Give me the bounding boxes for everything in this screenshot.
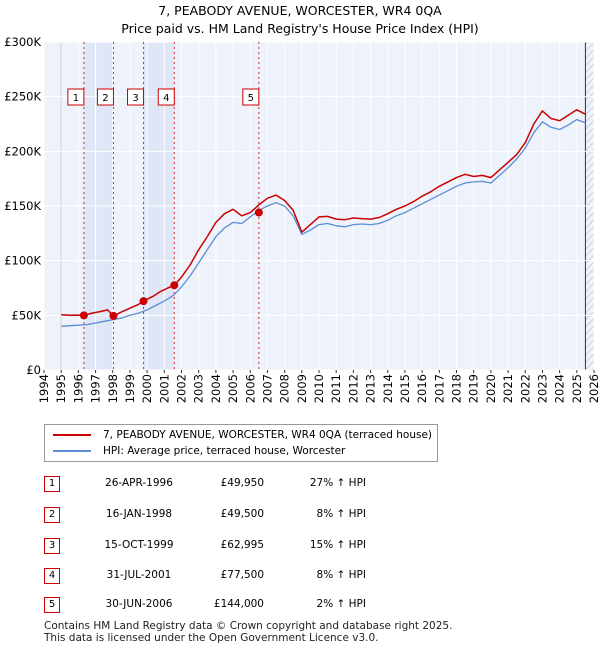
footer-copyright: Contains HM Land Registry data © Crown c… — [44, 620, 453, 632]
y-tick-label: £150K — [4, 199, 41, 213]
sale-row: 3 15-OCT-1999 £62,995 15% ↑ HPI — [44, 538, 464, 558]
x-tick-label: 2026 — [587, 374, 600, 403]
x-tick-label: 2006 — [243, 374, 257, 403]
x-tick-label: 2010 — [312, 374, 326, 403]
x-tick-label: 2022 — [518, 374, 532, 403]
y-tick-label: £100K — [4, 254, 41, 268]
x-tick-label: 2017 — [432, 374, 446, 403]
x-tick-label: 1999 — [123, 374, 137, 403]
sale-number-badge: 3 — [44, 538, 60, 554]
sale-row: 2 16-JAN-1998 £49,500 8% ↑ HPI — [44, 507, 464, 527]
x-tick-label: 1994 — [37, 374, 51, 403]
footer: Contains HM Land Registry data © Crown c… — [44, 620, 452, 644]
sale-label-box — [96, 88, 114, 106]
chart-title: 7, PEABODY AVENUE, WORCESTER, WR4 0QA Pr… — [0, 2, 600, 38]
x-tick-label: 2003 — [192, 374, 206, 403]
y-tick-label: £200K — [4, 144, 41, 158]
x-tick-label: 2021 — [501, 374, 515, 403]
sale-point — [109, 311, 118, 320]
sale-hpi-change: 2% ↑ HPI — [316, 598, 366, 610]
footer-licence: This data is licensed under the Open Gov… — [44, 632, 379, 644]
sale-price: £62,995 — [220, 539, 264, 551]
sale-date: 16-JAN-1998 — [105, 508, 173, 520]
x-tick-label: 2008 — [278, 374, 292, 403]
sale-label-box — [242, 88, 260, 106]
sale-label-number: 3 — [132, 93, 138, 104]
sale-price: £144,000 — [213, 598, 264, 610]
x-tick-label: 2023 — [535, 374, 549, 403]
y-tick-label: £50K — [12, 308, 42, 322]
sale-row: 1 26-APR-1996 £49,950 27% ↑ HPI — [44, 476, 464, 496]
sale-point — [79, 311, 88, 320]
legend-label-hpi: HPI: Average price, terraced house, Worc… — [103, 445, 346, 457]
x-tick-label: 2007 — [260, 374, 274, 403]
y-tick-label: £0 — [26, 363, 41, 377]
sale-hpi-change: 15% ↑ HPI — [309, 539, 366, 551]
x-tick-label: 2019 — [467, 374, 481, 403]
x-tick-label: 2004 — [209, 374, 223, 403]
x-tick-label: 2018 — [450, 374, 464, 403]
sale-price: £77,500 — [220, 569, 264, 581]
chart-subtitle: Price paid vs. HM Land Registry's House … — [121, 21, 479, 36]
sale-date: 15-OCT-1999 — [104, 539, 174, 551]
x-tick-label: 2011 — [329, 374, 343, 403]
price-chart: 1 2 3 4 5 £0 £50K £100K £150K £200K £250K £300K 1994… — [4, 35, 600, 403]
legend-label-property: 7, PEABODY AVENUE, WORCESTER, WR4 0QA (t… — [103, 429, 433, 441]
x-tick-label: 2012 — [346, 374, 360, 403]
sale-number-badge: 5 — [44, 597, 60, 613]
x-tick-label: 2020 — [484, 374, 498, 403]
y-tick-label: £300K — [4, 35, 41, 49]
sale-point — [254, 208, 263, 217]
legend-item-hpi: HPI: Average price, terraced house, Worc… — [53, 443, 345, 459]
sale-label-number: 1 — [73, 93, 79, 104]
sale-price: £49,500 — [220, 508, 264, 520]
sale-row: 5 30-JUN-2006 £144,000 2% ↑ HPI — [44, 597, 464, 617]
sale-date: 26-APR-1996 — [105, 477, 173, 489]
sale-label-number: 4 — [163, 93, 169, 104]
sale-hpi-change: 8% ↑ HPI — [316, 569, 366, 581]
sale-price: £49,950 — [220, 477, 264, 489]
sale-label-number: 2 — [102, 93, 108, 104]
sale-number-badge: 4 — [44, 568, 60, 584]
x-tick-label: 2013 — [364, 374, 378, 403]
sale-date: 31-JUL-2001 — [106, 569, 172, 581]
sale-label-box — [157, 88, 175, 106]
x-tick-label: 2005 — [226, 374, 240, 403]
chart-title-main: 7, PEABODY AVENUE, WORCESTER, WR4 0QA — [158, 3, 442, 18]
x-tick-label: 2009 — [295, 374, 309, 403]
x-tick-label: 2024 — [553, 374, 567, 403]
x-tick-label: 2002 — [175, 374, 189, 403]
sale-label-box — [127, 88, 145, 106]
hpi-line — [61, 118, 586, 327]
x-tick-label: 2025 — [570, 374, 584, 403]
sale-point — [170, 281, 179, 290]
x-tick-label: 2015 — [398, 374, 412, 403]
y-tick-label: £250K — [4, 90, 41, 104]
x-tick-label: 2000 — [140, 374, 154, 403]
sale-label-box — [67, 88, 85, 106]
legend-item-property: 7, PEABODY AVENUE, WORCESTER, WR4 0QA (t… — [53, 427, 432, 443]
x-tick-label: 2016 — [415, 374, 429, 403]
sale-date: 30-JUN-2006 — [105, 598, 173, 610]
sale-hpi-change: 8% ↑ HPI — [316, 508, 366, 520]
sale-row: 4 31-JUL-2001 £77,500 8% ↑ HPI — [44, 568, 464, 588]
legend: 7, PEABODY AVENUE, WORCESTER, WR4 0QA (t… — [44, 424, 438, 462]
sale-number-badge: 2 — [44, 507, 60, 523]
legend-swatch-property — [53, 434, 91, 436]
x-tick-label: 1998 — [106, 374, 120, 403]
sale-point — [139, 297, 148, 306]
sale-hpi-change: 27% ↑ HPI — [309, 477, 366, 489]
sale-number-badge: 1 — [44, 476, 60, 492]
legend-swatch-hpi — [53, 450, 91, 452]
x-tick-label: 1997 — [89, 374, 103, 403]
x-tick-label: 2001 — [157, 374, 171, 403]
x-tick-label: 2014 — [381, 374, 395, 403]
x-tick-label: 1996 — [71, 374, 85, 403]
x-tick-label: 1995 — [54, 374, 68, 403]
sale-label-number: 5 — [248, 93, 254, 104]
